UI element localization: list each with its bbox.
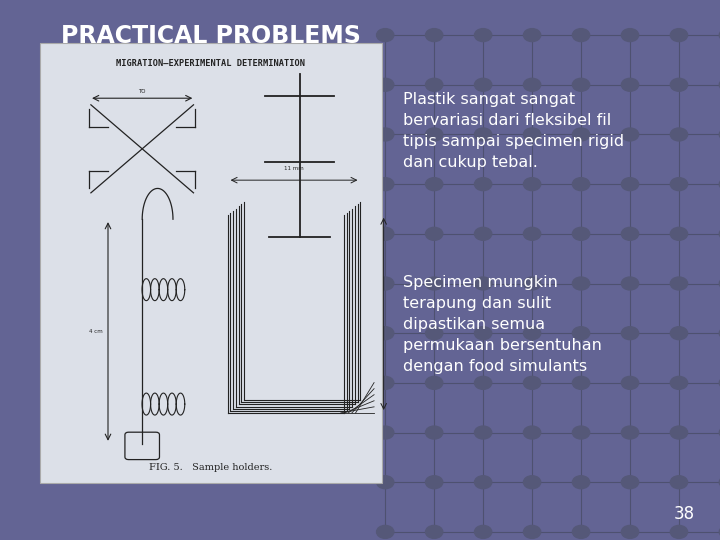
- Circle shape: [523, 178, 541, 191]
- Circle shape: [377, 476, 394, 489]
- Circle shape: [377, 78, 394, 91]
- Circle shape: [474, 29, 492, 42]
- Circle shape: [621, 476, 639, 489]
- Circle shape: [523, 78, 541, 91]
- Circle shape: [377, 227, 394, 240]
- Circle shape: [426, 29, 443, 42]
- Circle shape: [670, 78, 688, 91]
- Circle shape: [474, 476, 492, 489]
- Circle shape: [377, 277, 394, 290]
- Circle shape: [572, 128, 590, 141]
- Circle shape: [670, 426, 688, 439]
- Circle shape: [377, 525, 394, 538]
- Circle shape: [670, 29, 688, 42]
- Circle shape: [670, 178, 688, 191]
- Circle shape: [426, 327, 443, 340]
- Circle shape: [670, 525, 688, 538]
- Circle shape: [377, 128, 394, 141]
- Circle shape: [377, 327, 394, 340]
- Circle shape: [621, 29, 639, 42]
- Circle shape: [621, 525, 639, 538]
- Circle shape: [621, 178, 639, 191]
- Text: PRACTICAL PROBLEMS: PRACTICAL PROBLEMS: [61, 24, 361, 48]
- Circle shape: [621, 376, 639, 389]
- Circle shape: [474, 78, 492, 91]
- Text: Specimen mungkin
terapung dan sulit
dipastikan semua
permukaan bersentuhan
denga: Specimen mungkin terapung dan sulit dipa…: [403, 275, 602, 374]
- Circle shape: [474, 376, 492, 389]
- Circle shape: [523, 376, 541, 389]
- Text: FIG. 5.   Sample holders.: FIG. 5. Sample holders.: [149, 463, 272, 472]
- Circle shape: [523, 128, 541, 141]
- Circle shape: [377, 29, 394, 42]
- Circle shape: [670, 277, 688, 290]
- Circle shape: [670, 327, 688, 340]
- Circle shape: [572, 525, 590, 538]
- Circle shape: [426, 78, 443, 91]
- Circle shape: [572, 327, 590, 340]
- Circle shape: [572, 78, 590, 91]
- Circle shape: [523, 426, 541, 439]
- Circle shape: [670, 376, 688, 389]
- Circle shape: [426, 376, 443, 389]
- Circle shape: [523, 525, 541, 538]
- Circle shape: [377, 376, 394, 389]
- Circle shape: [572, 476, 590, 489]
- Text: 4 cm: 4 cm: [89, 329, 103, 334]
- Circle shape: [572, 29, 590, 42]
- Circle shape: [670, 476, 688, 489]
- Circle shape: [377, 178, 394, 191]
- Circle shape: [426, 525, 443, 538]
- Circle shape: [474, 525, 492, 538]
- Circle shape: [377, 426, 394, 439]
- Circle shape: [474, 128, 492, 141]
- Circle shape: [670, 128, 688, 141]
- Circle shape: [621, 327, 639, 340]
- Circle shape: [474, 277, 492, 290]
- Circle shape: [621, 227, 639, 240]
- Circle shape: [572, 227, 590, 240]
- Circle shape: [426, 128, 443, 141]
- Circle shape: [572, 376, 590, 389]
- Circle shape: [426, 178, 443, 191]
- Text: Plastik sangat sangat
bervariasi dari fleksibel fil
tipis sampai specimen rigid
: Plastik sangat sangat bervariasi dari fl…: [403, 92, 624, 170]
- Circle shape: [426, 426, 443, 439]
- Bar: [40, 43, 382, 483]
- Circle shape: [523, 29, 541, 42]
- Circle shape: [474, 327, 492, 340]
- Circle shape: [621, 277, 639, 290]
- Circle shape: [426, 476, 443, 489]
- Circle shape: [474, 426, 492, 439]
- Circle shape: [621, 128, 639, 141]
- Circle shape: [426, 227, 443, 240]
- Circle shape: [621, 426, 639, 439]
- Circle shape: [474, 227, 492, 240]
- Circle shape: [621, 78, 639, 91]
- Circle shape: [474, 178, 492, 191]
- Text: 11 mm: 11 mm: [284, 166, 304, 171]
- Circle shape: [572, 426, 590, 439]
- Circle shape: [523, 277, 541, 290]
- Text: TO: TO: [138, 89, 146, 94]
- Text: 38: 38: [674, 505, 695, 523]
- Circle shape: [670, 227, 688, 240]
- Circle shape: [523, 227, 541, 240]
- Circle shape: [572, 277, 590, 290]
- Circle shape: [426, 277, 443, 290]
- Circle shape: [523, 476, 541, 489]
- Circle shape: [523, 327, 541, 340]
- Circle shape: [572, 178, 590, 191]
- Text: MIGRATION—EXPERIMENTAL DETERMINATION: MIGRATION—EXPERIMENTAL DETERMINATION: [116, 59, 305, 68]
